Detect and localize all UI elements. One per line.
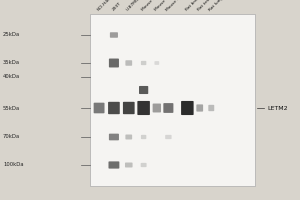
- FancyBboxPatch shape: [125, 163, 133, 167]
- FancyBboxPatch shape: [141, 135, 146, 139]
- Text: 293T: 293T: [111, 1, 122, 12]
- Text: 40kDa: 40kDa: [3, 74, 20, 79]
- Text: 25kDa: 25kDa: [3, 32, 20, 38]
- FancyBboxPatch shape: [109, 161, 119, 169]
- Text: 100kDa: 100kDa: [3, 162, 23, 168]
- FancyBboxPatch shape: [141, 61, 146, 65]
- Text: Rat lung: Rat lung: [208, 0, 224, 12]
- FancyBboxPatch shape: [109, 59, 119, 67]
- Text: Rat brain: Rat brain: [184, 0, 201, 12]
- Text: Mouse lung: Mouse lung: [166, 0, 186, 12]
- Text: NCI-H460: NCI-H460: [96, 0, 114, 12]
- Text: 35kDa: 35kDa: [3, 60, 20, 66]
- FancyBboxPatch shape: [94, 103, 104, 113]
- Text: Mouse brain: Mouse brain: [141, 0, 163, 12]
- FancyBboxPatch shape: [154, 61, 159, 65]
- FancyBboxPatch shape: [108, 102, 120, 114]
- Text: 55kDa: 55kDa: [3, 106, 20, 110]
- FancyBboxPatch shape: [153, 104, 161, 112]
- FancyBboxPatch shape: [125, 60, 132, 66]
- FancyBboxPatch shape: [181, 101, 194, 115]
- FancyBboxPatch shape: [141, 163, 147, 167]
- FancyBboxPatch shape: [137, 101, 150, 115]
- FancyBboxPatch shape: [196, 104, 203, 112]
- FancyBboxPatch shape: [163, 103, 173, 113]
- Text: Mouse testis: Mouse testis: [154, 0, 176, 12]
- FancyBboxPatch shape: [123, 102, 135, 114]
- FancyBboxPatch shape: [125, 135, 132, 139]
- FancyBboxPatch shape: [109, 134, 119, 140]
- FancyBboxPatch shape: [208, 105, 214, 111]
- Bar: [90, 14, 255, 186]
- Text: LETM2: LETM2: [267, 106, 288, 110]
- FancyBboxPatch shape: [139, 86, 148, 94]
- Text: Rat testis: Rat testis: [197, 0, 214, 12]
- Text: U-87MG: U-87MG: [126, 0, 141, 12]
- Text: 70kDa: 70kDa: [3, 134, 20, 140]
- FancyBboxPatch shape: [110, 32, 118, 38]
- FancyBboxPatch shape: [165, 135, 172, 139]
